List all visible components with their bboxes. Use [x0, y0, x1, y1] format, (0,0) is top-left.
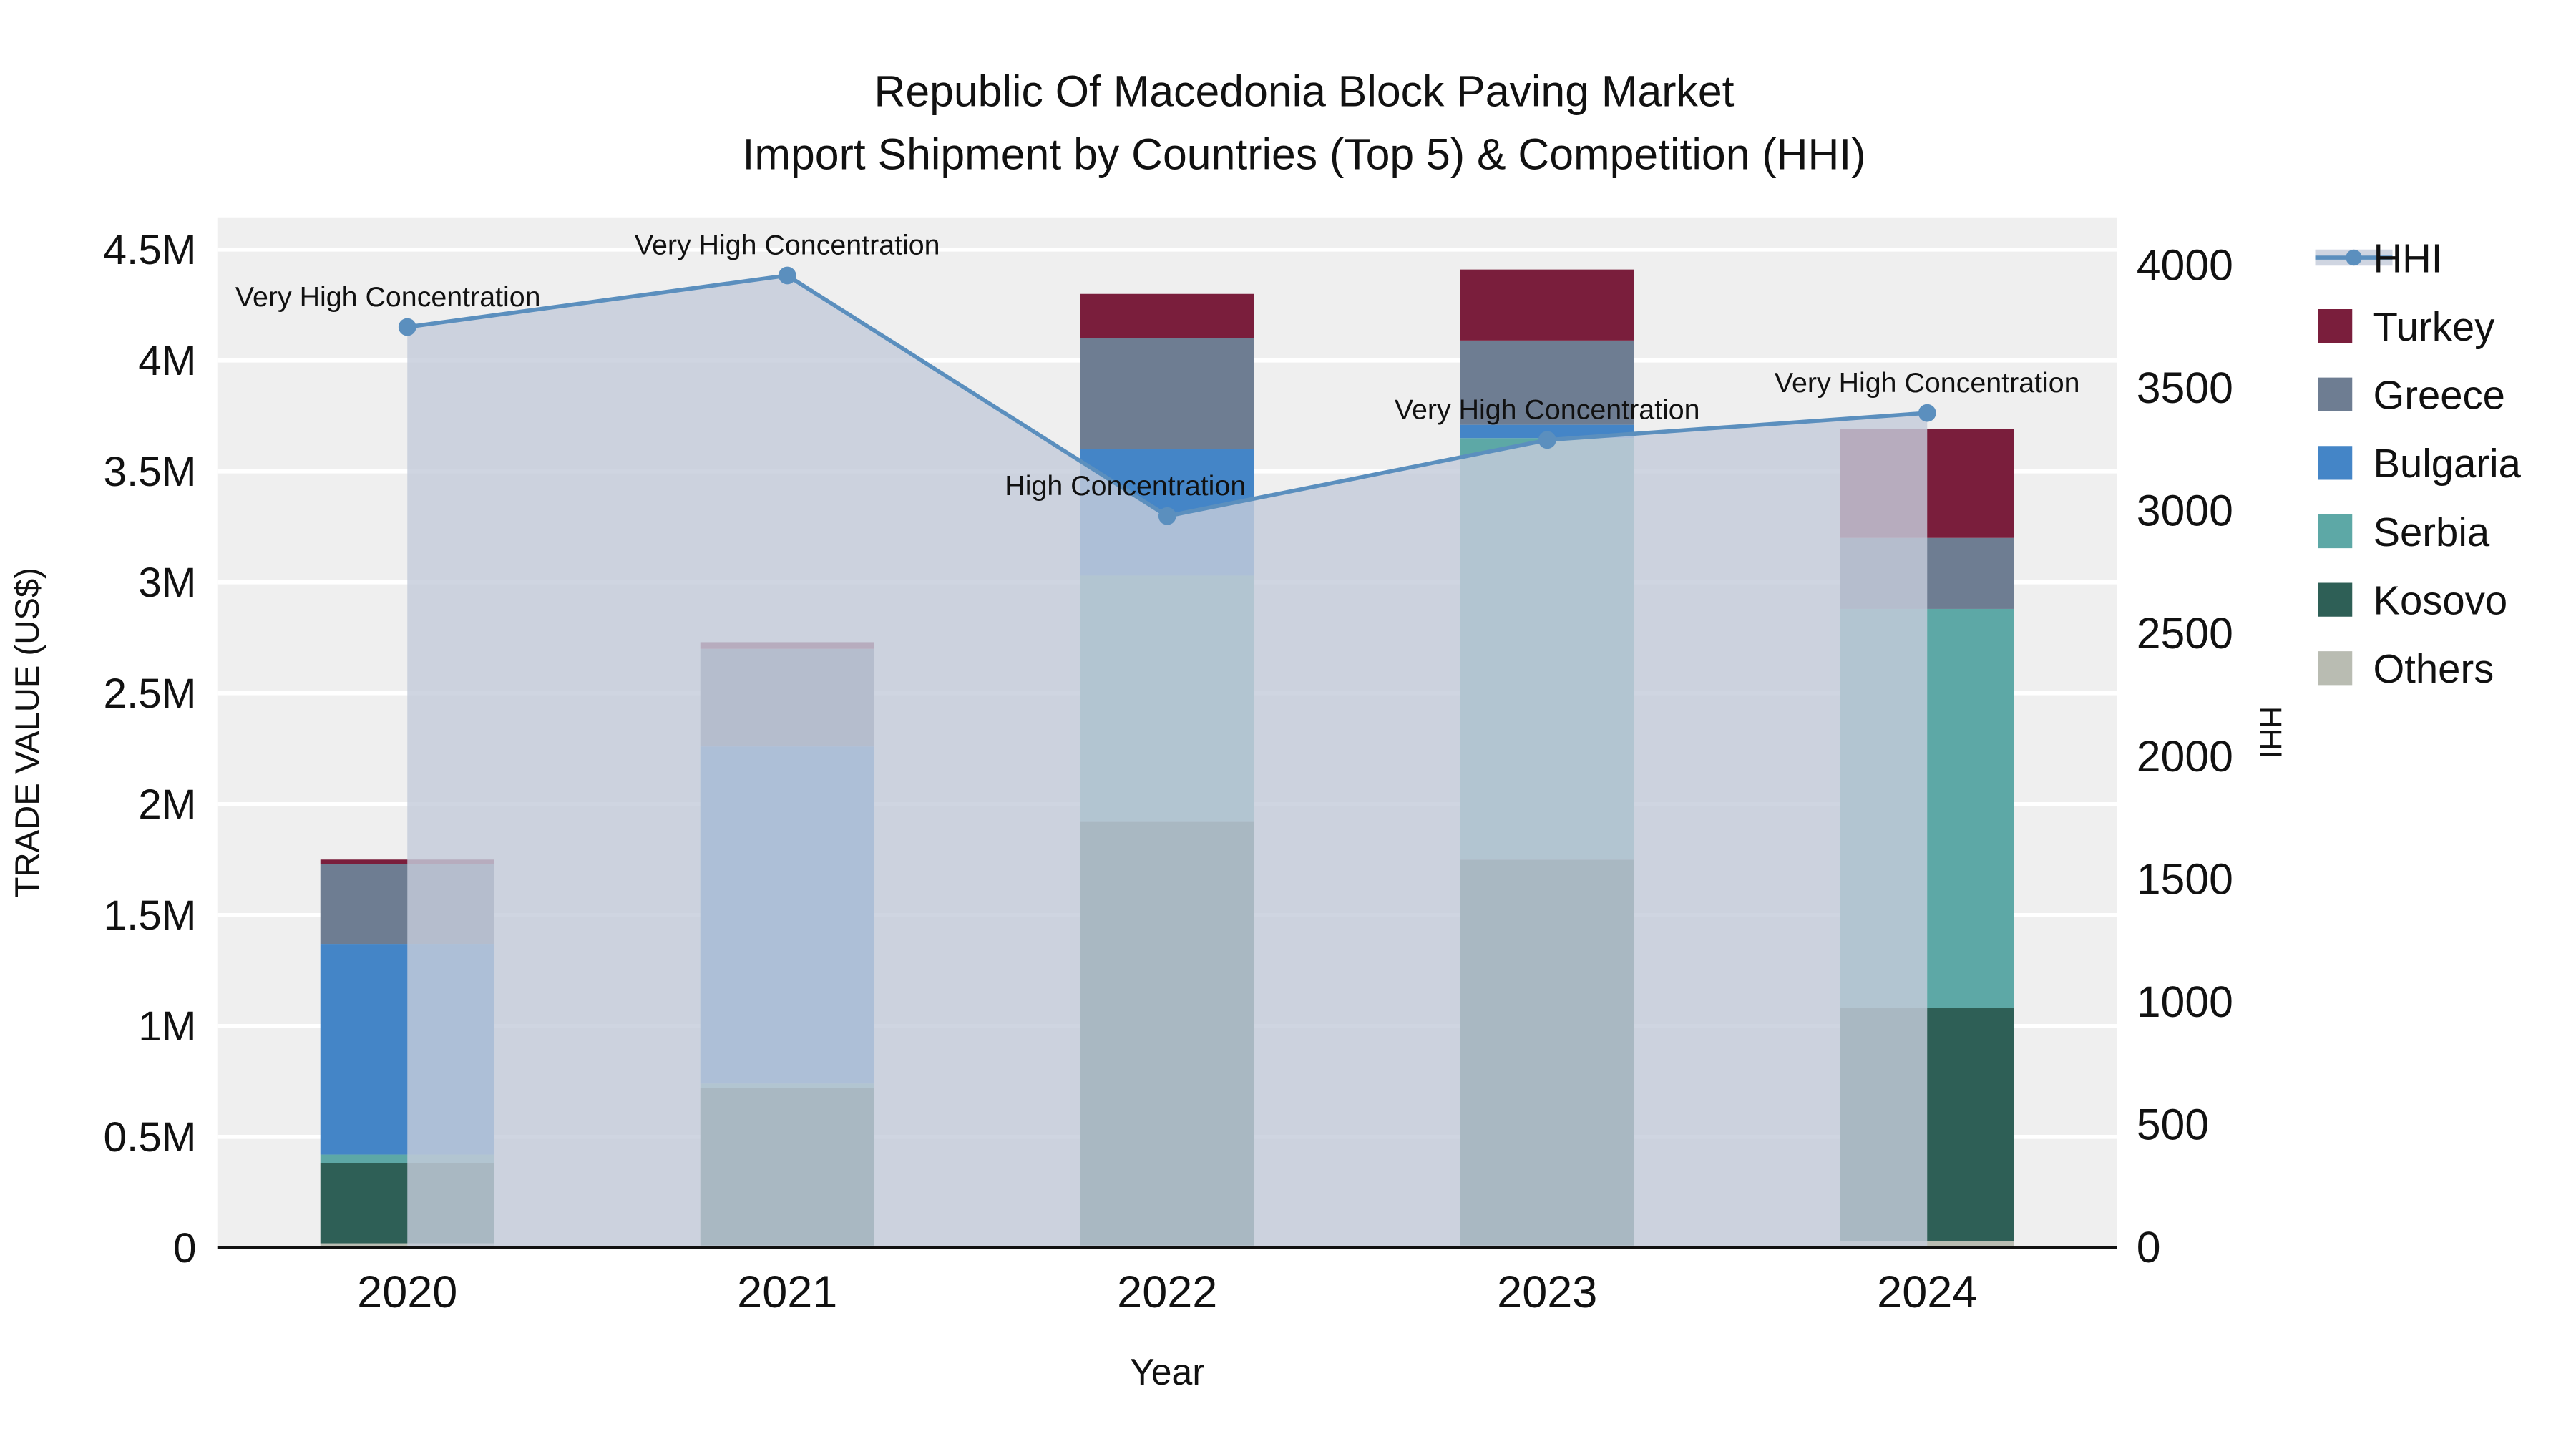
- y-left-tick-label: 4.5M: [103, 227, 196, 273]
- annotation-2021: Very High Concentration: [635, 230, 940, 261]
- y-right-tick-label: 2000: [2137, 732, 2233, 781]
- bar-segment-greece-2022[interactable]: [1080, 338, 1254, 449]
- legend-item-hhi[interactable]: HHI: [2315, 235, 2443, 280]
- y-left-tick-label: 1M: [138, 1003, 196, 1050]
- y-right-tick-label: 0: [2137, 1223, 2161, 1272]
- hhi-area: [407, 275, 1928, 1248]
- hhi-point-2024[interactable]: [1918, 404, 1936, 422]
- y-left-tick-label: 2.5M: [103, 670, 196, 717]
- y-left-tick-label: 0.5M: [103, 1114, 196, 1161]
- chart-title-line1: Republic Of Macedonia Block Paving Marke…: [874, 67, 1734, 116]
- y-right-tick-label: 500: [2137, 1100, 2209, 1148]
- y-left-tick-label: 1.5M: [103, 892, 196, 939]
- legend-swatch: [2318, 309, 2353, 343]
- x-tick-label-2023: 2023: [1497, 1267, 1597, 1317]
- y-left-axis-title: TRADE VALUE (US$): [9, 567, 47, 897]
- y-left-tick-label: 3.5M: [103, 449, 196, 495]
- hhi-point-2021[interactable]: [778, 266, 796, 285]
- legend-label: Greece: [2373, 373, 2505, 418]
- x-tick-label-2022: 2022: [1117, 1267, 1217, 1317]
- bar-segment-greece-2023[interactable]: [1460, 340, 1634, 425]
- y-right-tick-label: 2500: [2137, 609, 2233, 658]
- y-right-tick-label: 1000: [2137, 977, 2233, 1026]
- legend-label: Kosovo: [2373, 577, 2508, 623]
- y-right-tick-label: 1500: [2137, 854, 2233, 903]
- annotation-2022: High Concentration: [1005, 470, 1246, 502]
- y-right-tick-label: 4000: [2137, 241, 2233, 290]
- legend-label: Others: [2373, 646, 2494, 691]
- hhi-point-2022[interactable]: [1158, 507, 1176, 525]
- y-left-tick-label: 0: [173, 1225, 197, 1272]
- legend-label: Bulgaria: [2373, 441, 2522, 486]
- annotation-2024: Very High Concentration: [1775, 367, 2080, 399]
- y-left-tick-label: 4M: [138, 338, 196, 384]
- y-left-tick-label: 2M: [138, 781, 196, 828]
- x-tick-label-2020: 2020: [357, 1267, 457, 1317]
- legend-swatch: [2318, 651, 2353, 686]
- x-tick-label-2024: 2024: [1877, 1267, 1977, 1317]
- hhi-point-2023[interactable]: [1538, 431, 1556, 449]
- bar-segment-turkey-2022[interactable]: [1080, 293, 1254, 338]
- y-left-tick-label: 3M: [138, 560, 196, 606]
- legend-line-marker: [2346, 249, 2362, 266]
- chart-title-line2: Import Shipment by Countries (Top 5) & C…: [743, 130, 1866, 178]
- bar-segment-turkey-2023[interactable]: [1460, 269, 1634, 341]
- legend-label: HHI: [2373, 235, 2443, 280]
- y-right-tick-label: 3000: [2137, 487, 2233, 535]
- x-tick-label-2021: 2021: [737, 1267, 837, 1317]
- legend-item-serbia[interactable]: Serbia: [2318, 509, 2490, 555]
- legend-swatch: [2318, 514, 2353, 549]
- annotation-2023: Very High Concentration: [1395, 394, 1700, 426]
- legend-swatch: [2318, 582, 2353, 617]
- legend-swatch: [2318, 377, 2353, 411]
- y-right-axis-title: HHI: [2253, 706, 2288, 759]
- legend-label: Turkey: [2373, 304, 2496, 349]
- annotation-2020: Very High Concentration: [235, 281, 541, 313]
- x-axis-title: Year: [1130, 1351, 1205, 1392]
- legend-item-others[interactable]: Others: [2318, 646, 2494, 691]
- legend-item-greece[interactable]: Greece: [2318, 373, 2505, 418]
- legend-item-kosovo[interactable]: Kosovo: [2318, 577, 2507, 623]
- legend-item-bulgaria[interactable]: Bulgaria: [2318, 441, 2522, 486]
- y-right-tick-label: 3500: [2137, 364, 2233, 412]
- hhi-point-2020[interactable]: [398, 318, 416, 336]
- legend-swatch: [2318, 446, 2353, 480]
- legend-label: Serbia: [2373, 509, 2490, 555]
- legend-item-turkey[interactable]: Turkey: [2318, 304, 2495, 349]
